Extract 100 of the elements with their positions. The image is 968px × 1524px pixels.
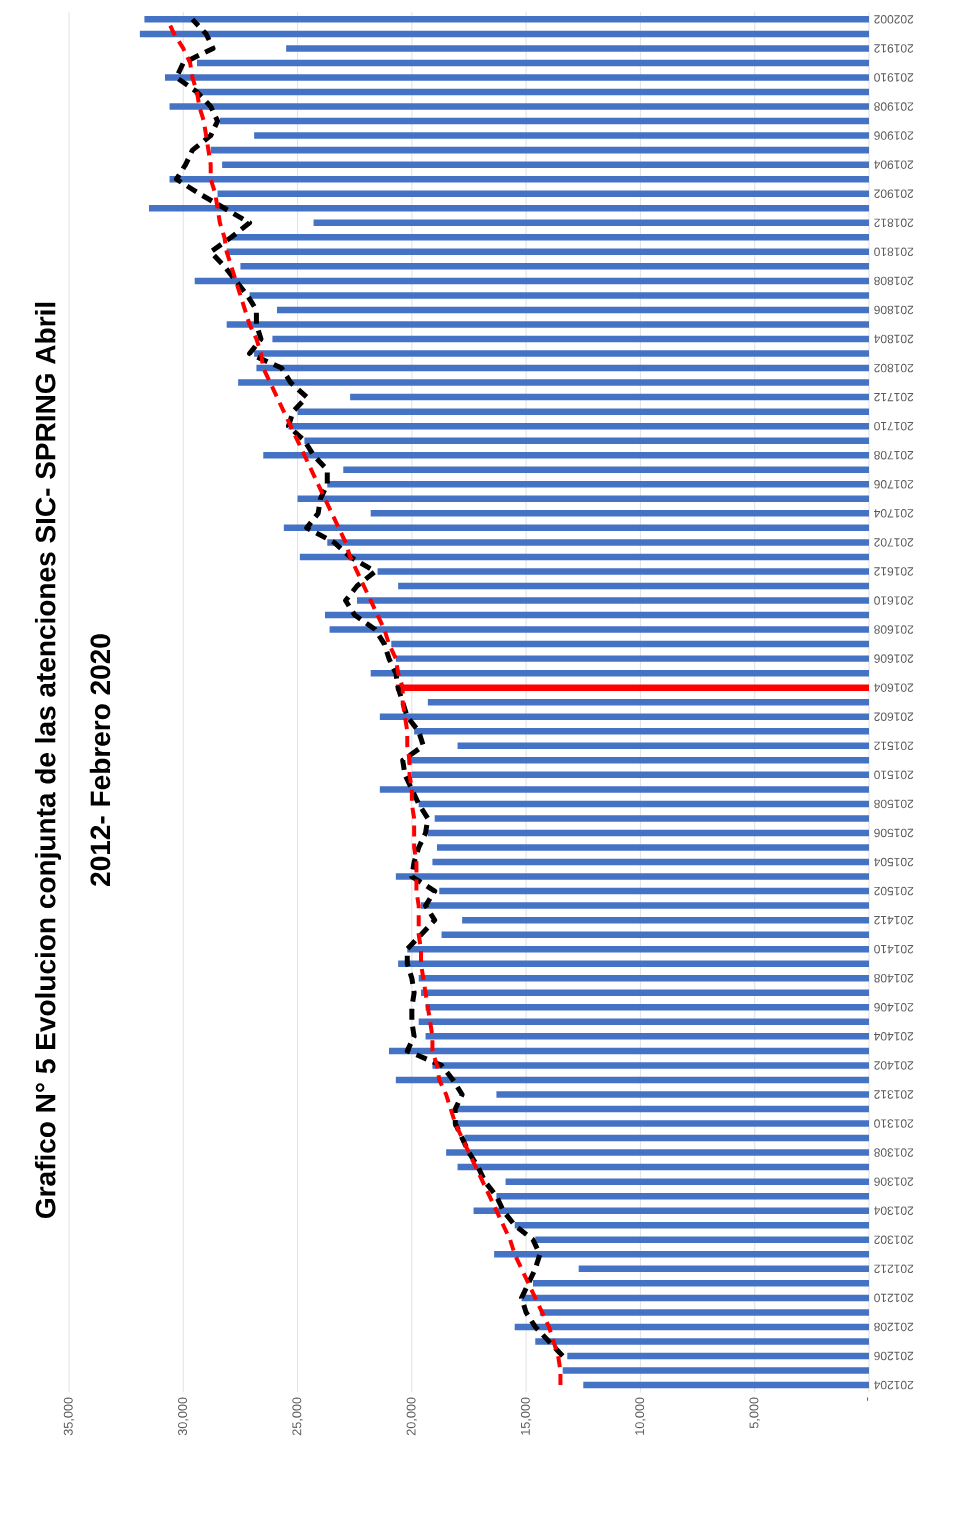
bar (391, 640, 869, 648)
bar (514, 1323, 869, 1331)
bar (194, 277, 869, 285)
bar (356, 597, 869, 604)
bar (169, 175, 869, 183)
bar (420, 989, 869, 997)
bar (432, 858, 869, 866)
text: Grafico N° 5 Evolucion conjunta de las atenciones SIC- SPRING Abril (34, 302, 62, 1218)
bar (398, 960, 869, 967)
bar (164, 74, 869, 81)
y-tick-label: 201212 (874, 1264, 914, 1274)
y-tick-label: 201510 (874, 770, 914, 780)
bar (457, 1105, 869, 1113)
x-tick-label: 10,000 (635, 1397, 646, 1435)
bar (425, 1004, 869, 1011)
y-tick-label: 201412 (874, 915, 914, 925)
bar (425, 1033, 869, 1040)
bar (222, 161, 869, 168)
bar (567, 1352, 869, 1360)
bar (583, 1381, 869, 1389)
x-tick-label: 5,000 (749, 1397, 760, 1429)
x-tick-label: 25,000 (292, 1397, 303, 1436)
bar (434, 815, 869, 822)
x-tick-label: - (867, 1397, 869, 1401)
y-tick-label: 201304 (874, 1206, 914, 1215)
y-tick-label: 201604 (874, 683, 914, 692)
bar (169, 103, 869, 110)
y-tick-label: 201306 (874, 1177, 914, 1186)
y-tick-label: 201910 (874, 73, 914, 82)
y-tick-label: 201708 (874, 450, 914, 460)
y-tick-label: 201312 (874, 1090, 914, 1099)
bar (327, 539, 869, 546)
y-tick-label: 201208 (874, 1322, 914, 1332)
y-tick-label: 201710 (874, 421, 914, 431)
bar (240, 263, 869, 270)
bar (418, 800, 869, 808)
bar (407, 757, 869, 764)
y-tick-label: 201806 (874, 305, 914, 315)
bar (562, 1367, 869, 1374)
bar (578, 1265, 869, 1273)
bar (407, 945, 869, 953)
bar (196, 59, 869, 67)
bar (496, 1192, 869, 1200)
bar (256, 364, 869, 372)
bar (286, 45, 869, 52)
bar (388, 1047, 869, 1055)
bar (297, 408, 869, 415)
bar (217, 190, 869, 197)
y-tick-label: 201210 (874, 1293, 914, 1303)
y-tick-label: 201908 (874, 102, 914, 111)
bar (370, 669, 869, 677)
y-tick-label: 201912 (874, 44, 914, 53)
bar (521, 1294, 869, 1302)
bar (494, 1251, 869, 1258)
bar (441, 931, 869, 938)
y-tick-label: 201712 (874, 392, 914, 402)
y-tick-label: 201406 (874, 1003, 914, 1012)
y-tick-label: 201808 (874, 276, 914, 286)
bar (464, 1134, 869, 1142)
bar (329, 626, 869, 633)
bar (535, 1236, 869, 1244)
text: 2012- Febrero 2020 (89, 634, 111, 886)
bar (313, 219, 869, 227)
bar (452, 1120, 869, 1127)
bar (249, 292, 869, 299)
bar (414, 728, 869, 735)
bar (535, 1338, 869, 1345)
bar (436, 844, 869, 851)
bar (343, 466, 869, 473)
y-tick-label: 201302 (874, 1235, 914, 1245)
bar (496, 1091, 869, 1098)
bar (370, 510, 869, 517)
bar (446, 1149, 869, 1156)
bar (299, 553, 869, 561)
bar (231, 234, 869, 241)
y-tick-label: 201606 (874, 654, 914, 663)
bar (297, 495, 869, 503)
bar (427, 829, 869, 837)
bar (272, 335, 869, 343)
bar (457, 1163, 869, 1171)
bar (395, 1076, 869, 1084)
y-tick-label: 202002 (874, 15, 914, 24)
bar (144, 16, 869, 23)
bar (427, 698, 869, 706)
bar (254, 132, 869, 139)
x-tick-label: 30,000 (178, 1397, 189, 1436)
bar (327, 481, 869, 488)
bar (398, 582, 869, 590)
bar (238, 379, 869, 386)
y-tick-label: 201610 (874, 596, 914, 605)
y-tick-label: 201810 (874, 247, 914, 257)
y-tick-label: 201410 (874, 944, 914, 954)
bar (379, 713, 869, 720)
bar (505, 1178, 869, 1185)
y-tick-label: 201508 (874, 799, 914, 809)
bar (324, 611, 869, 619)
y-tick-label: 201506 (874, 828, 914, 838)
bar (457, 742, 869, 750)
bar (379, 786, 869, 793)
bar (420, 902, 869, 909)
